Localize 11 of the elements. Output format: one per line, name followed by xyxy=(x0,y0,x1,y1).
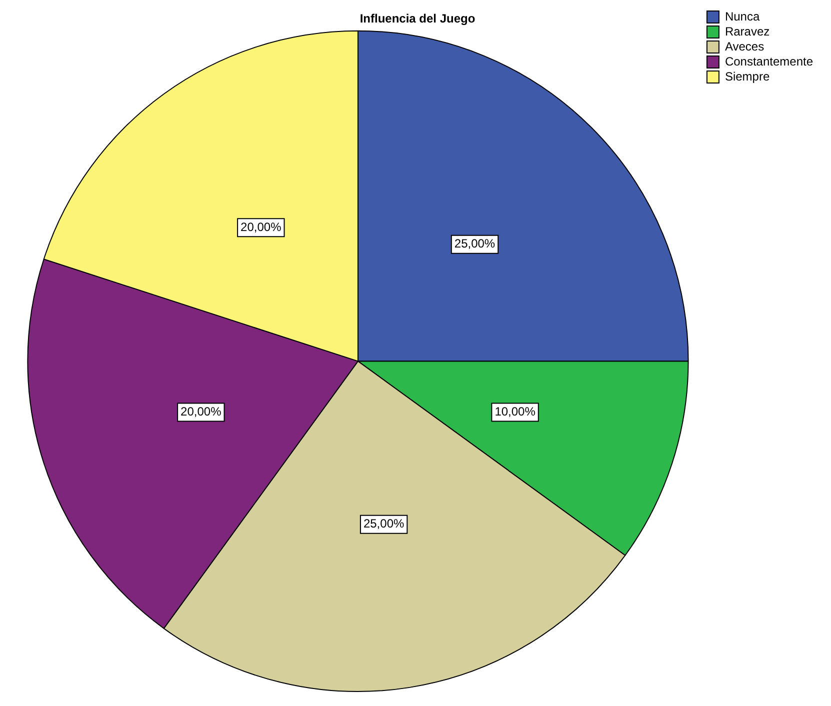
data-label: 25,00% xyxy=(363,516,404,531)
legend-label: Nunca xyxy=(724,9,760,24)
legend-label: Aveces xyxy=(724,39,764,54)
legend-label: Siempre xyxy=(724,69,770,84)
legend-label: Constantemente xyxy=(724,54,814,68)
chart-title: Influencia del Juego xyxy=(360,12,476,26)
legend-label: Raravez xyxy=(724,24,770,38)
data-label: 25,00% xyxy=(454,236,496,251)
data-label: 10,00% xyxy=(494,404,536,419)
data-label: 20,00% xyxy=(240,220,282,234)
data-label: 20,00% xyxy=(180,404,222,419)
